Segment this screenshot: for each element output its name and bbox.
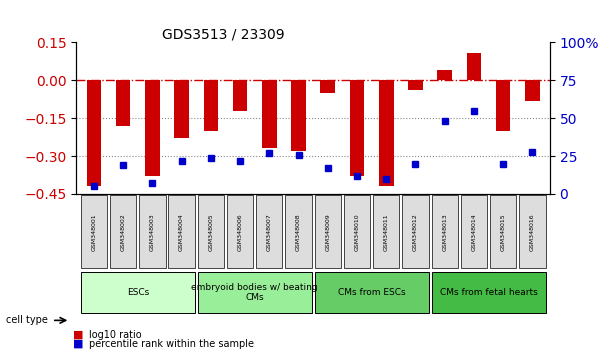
- FancyBboxPatch shape: [81, 195, 107, 268]
- Text: GSM348007: GSM348007: [267, 213, 272, 251]
- Text: GSM348012: GSM348012: [413, 213, 418, 251]
- FancyBboxPatch shape: [285, 195, 312, 268]
- Bar: [379, 80, 393, 186]
- Bar: [262, 80, 277, 148]
- Text: GSM348016: GSM348016: [530, 213, 535, 251]
- Text: GSM348011: GSM348011: [384, 213, 389, 251]
- Bar: [233, 80, 247, 111]
- Text: GSM348003: GSM348003: [150, 213, 155, 251]
- Bar: [525, 80, 540, 101]
- Text: GSM348004: GSM348004: [179, 213, 184, 251]
- FancyBboxPatch shape: [198, 195, 224, 268]
- Bar: [496, 80, 510, 131]
- FancyBboxPatch shape: [198, 272, 312, 313]
- Bar: [116, 80, 131, 126]
- Text: ESCs: ESCs: [126, 288, 149, 297]
- Text: GSM348010: GSM348010: [354, 213, 359, 251]
- Bar: [203, 80, 218, 131]
- Text: embryoid bodies w/ beating
CMs: embryoid bodies w/ beating CMs: [191, 282, 318, 302]
- Text: CMs from ESCs: CMs from ESCs: [338, 288, 406, 297]
- Text: log10 ratio: log10 ratio: [89, 330, 141, 339]
- FancyBboxPatch shape: [315, 272, 428, 313]
- FancyBboxPatch shape: [431, 272, 546, 313]
- FancyBboxPatch shape: [519, 195, 546, 268]
- Text: GSM348006: GSM348006: [238, 213, 243, 251]
- Text: GSM348014: GSM348014: [472, 213, 477, 251]
- Text: CMs from fetal hearts: CMs from fetal hearts: [440, 288, 538, 297]
- Bar: [437, 70, 452, 80]
- Bar: [291, 80, 306, 151]
- FancyBboxPatch shape: [461, 195, 487, 268]
- Text: GSM348015: GSM348015: [500, 213, 506, 251]
- FancyBboxPatch shape: [490, 195, 516, 268]
- FancyBboxPatch shape: [402, 195, 428, 268]
- Text: GSM348002: GSM348002: [120, 213, 126, 251]
- FancyBboxPatch shape: [139, 195, 166, 268]
- Bar: [349, 80, 364, 176]
- FancyBboxPatch shape: [110, 195, 136, 268]
- FancyBboxPatch shape: [81, 272, 195, 313]
- FancyBboxPatch shape: [227, 195, 253, 268]
- FancyBboxPatch shape: [169, 195, 195, 268]
- FancyBboxPatch shape: [256, 195, 282, 268]
- Text: percentile rank within the sample: percentile rank within the sample: [89, 339, 254, 349]
- Bar: [408, 80, 423, 90]
- Text: GSM348013: GSM348013: [442, 213, 447, 251]
- FancyBboxPatch shape: [315, 195, 341, 268]
- Bar: [145, 80, 159, 176]
- Text: GSM348005: GSM348005: [208, 213, 213, 251]
- Text: cell type: cell type: [6, 315, 48, 325]
- FancyBboxPatch shape: [344, 195, 370, 268]
- Bar: [174, 80, 189, 138]
- Text: GDS3513 / 23309: GDS3513 / 23309: [161, 27, 284, 41]
- Text: ■: ■: [73, 339, 84, 349]
- FancyBboxPatch shape: [431, 195, 458, 268]
- Bar: [320, 80, 335, 93]
- Text: ■: ■: [73, 330, 84, 339]
- Bar: [87, 80, 101, 186]
- Bar: [467, 53, 481, 80]
- Text: GSM348008: GSM348008: [296, 213, 301, 251]
- Text: GSM348009: GSM348009: [325, 213, 331, 251]
- Text: GSM348001: GSM348001: [92, 213, 97, 251]
- FancyBboxPatch shape: [373, 195, 400, 268]
